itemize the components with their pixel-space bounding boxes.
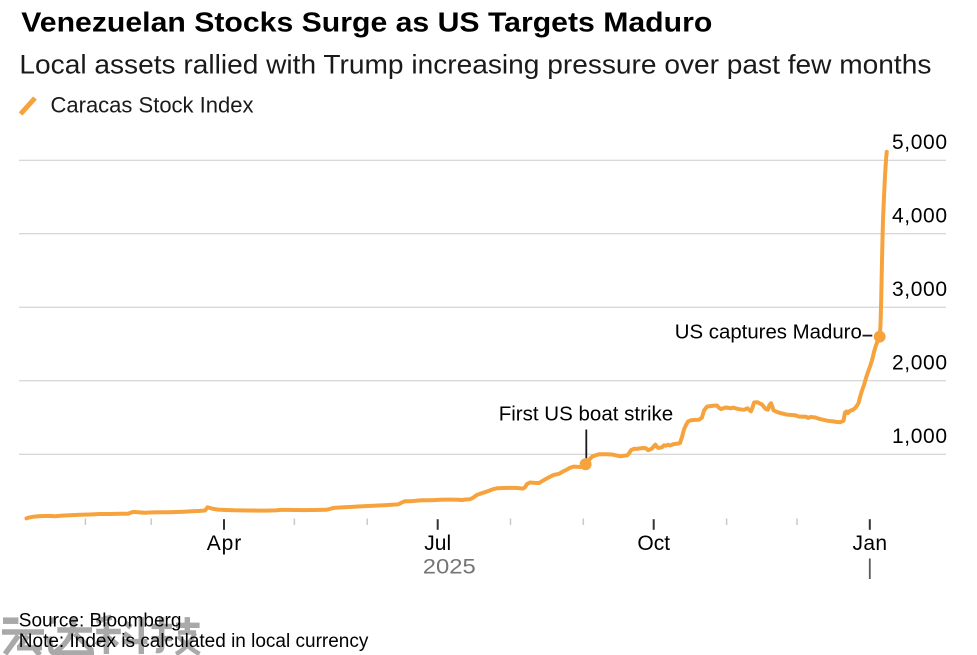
svg-text:US captures Maduro: US captures Maduro (675, 321, 862, 344)
svg-text:4,000: 4,000 (892, 204, 947, 227)
svg-text:1,000: 1,000 (892, 425, 947, 448)
svg-text:2025: 2025 (423, 556, 476, 579)
svg-text:Jan: Jan (853, 532, 888, 555)
svg-text:Apr: Apr (207, 532, 242, 555)
svg-text:3,000: 3,000 (892, 278, 947, 301)
svg-text:Jul: Jul (424, 532, 451, 555)
svg-text:5,000: 5,000 (892, 131, 947, 154)
svg-text:Source: Bloomberg: Source: Bloomberg (19, 611, 182, 632)
svg-text:Note: Index is calculated in l: Note: Index is calculated in local curre… (19, 631, 369, 652)
svg-text:Venezuelan Stocks Surge as US: Venezuelan Stocks Surge as US Targets Ma… (21, 6, 712, 37)
svg-text:Caracas Stock Index: Caracas Stock Index (51, 93, 254, 118)
svg-text:2,000: 2,000 (892, 351, 947, 374)
svg-text:Local assets rallied with Trum: Local assets rallied with Trump increasi… (19, 49, 931, 79)
svg-text:Oct: Oct (637, 532, 670, 555)
svg-text:First US boat strike: First US boat strike (499, 403, 674, 426)
